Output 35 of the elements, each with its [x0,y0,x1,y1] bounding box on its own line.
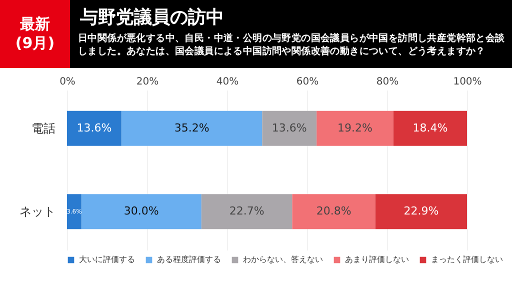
bar [393,110,467,146]
x-tick-label: 20% [136,76,159,88]
data-label: 30.0% [124,204,159,218]
y-tick-label: ネット [20,204,56,219]
data-label: 20.8% [316,204,352,218]
bar [67,110,122,146]
x-tick-label: 100% [453,76,482,88]
bar [201,194,292,230]
data-label: 13.6% [272,121,307,134]
x-tick-label: 60% [296,76,319,88]
bar [292,194,376,230]
data-label: 13.6% [76,121,112,134]
legend-label: ある程度評価する [157,255,221,264]
legend-label: まったく評価しない [431,255,503,264]
data-label: 22.9% [404,204,439,218]
data-label: 18.4% [412,121,448,134]
chart-subtitle: 日中関係が悪化する中、自民・中道・公明の与野党の国会議員らが中国を訪問し共産党幹部と会談しました。あなたは、国会議員による中国訪問や関係改善の動きについて、どう考えますか？ [78,32,506,58]
data-label: 35.2% [174,121,210,134]
bar [375,194,467,230]
legend-label: わからない、答えない [243,255,323,264]
legend-label: 大いに評価する [79,255,135,264]
bar [316,110,394,146]
text: 最新 (9月) [0,0,70,68]
bar [121,110,262,146]
legend-label: あまり評価しない [345,255,409,264]
bar [262,110,317,146]
data-label: 22.7% [229,204,264,218]
bar [67,194,82,230]
x-tick-label: 40% [216,76,239,88]
x-tick-label: 80% [376,76,399,88]
bar [81,194,202,230]
y-tick-label: 電話 [32,121,56,136]
data-label: 19.2% [338,121,372,134]
chart-title: 与野党議員の訪中 [80,7,224,29]
x-tick-label: 0% [60,76,76,88]
